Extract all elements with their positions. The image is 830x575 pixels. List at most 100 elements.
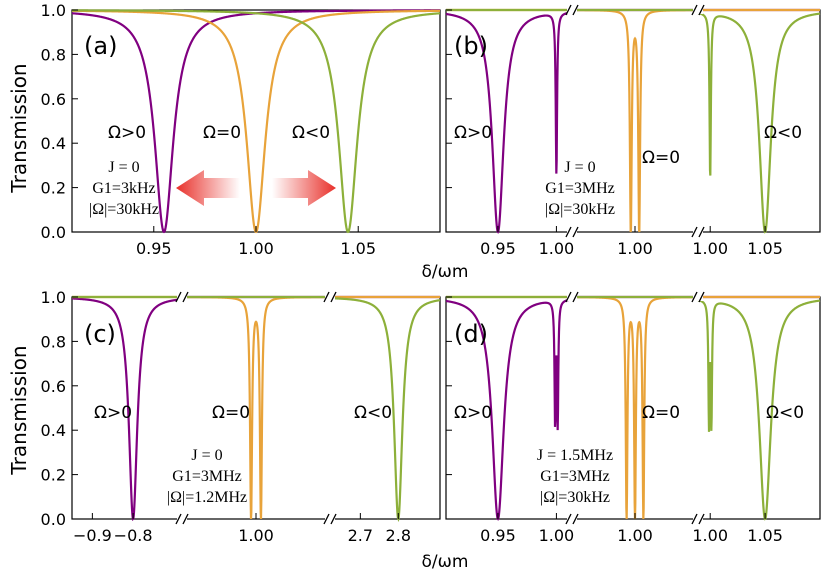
axis-breaks [175,4,705,525]
panel-c-ytick-label: 0.0 [41,510,66,529]
axis-break-mark [691,513,698,525]
panel-d-xtick-label: 1.00 [617,526,653,545]
panel-b-param-omega: |Ω|=30kHz [545,201,615,218]
panel-c-xtick-label: −0.8 [114,526,153,545]
axis-break-mark [330,513,337,525]
panel-a-xtick-label: 1.00 [238,239,274,258]
y-axis-title-top: Transmission [7,63,31,193]
axis-ticks: 0.95 1.00 1.05 0.95 1.00 1.00 1.00 1.050.95 1.00… [41,1,783,545]
panel-b-param-j: J = 0 [564,159,595,176]
panel-b-xtick-label: 1.00 [617,239,653,258]
panel-b-xtick-label: 1.00 [692,239,728,258]
panel-c-seg2-series-2 [329,297,441,523]
panel-a-omega-zero: Ω=0 [203,123,241,143]
axis-break-mark [572,4,579,16]
y-axis-title-bottom: Transmission [7,345,31,475]
panel-a-series-1 [72,9,440,234]
panel-c-label: (c) [84,320,116,348]
panel-a-xtick-label: 1.05 [340,239,376,258]
panel-d-xtick-label: 1.00 [539,526,575,545]
axis-break-gap [567,6,577,14]
right-arrow [272,170,336,206]
axis-break-gap [177,515,187,523]
panel-c-omega-neg: Ω<0 [354,403,392,423]
panel-b-omega-neg: Ω<0 [764,123,802,143]
panel-c-xtick-label: 1.00 [238,526,274,545]
left-arrow [176,170,240,206]
panel-d-omega-zero: Ω=0 [642,403,680,423]
panel-c-xtick-label: 2.7 [348,526,373,545]
panel-a-ytick-label: 1.0 [41,1,66,20]
panel-d-seg2-series-2 [697,299,821,521]
axis-break-mark [698,513,705,525]
axis-break-mark [565,291,572,303]
panel-d-param-omega: |Ω|=30kHz [540,489,610,506]
axis-break-gap [693,228,703,236]
panel-a-ytick-label: 0.8 [41,45,66,64]
panel-c-curves [71,295,441,523]
axis-break-mark [698,226,705,238]
x-axis-title-bottom: δ/ωm [422,552,469,572]
axis-break-mark [572,513,579,525]
panel-c-ytick-label: 0.8 [41,332,66,351]
panel-c-xtick-label: 2.8 [386,526,411,545]
panel-b-omega-pos: Ω>0 [454,123,492,143]
panel-a-frame [71,9,441,233]
axis-break-mark [330,291,337,303]
panel-c: (c) Ω>0 Ω=0 Ω<0 J = 0 G1=3MHz |Ω|=1.2MHz [71,295,441,523]
panel-c-ytick-label: 0.6 [41,377,66,396]
axis-break-mark [323,513,330,525]
panel-c-param-g: G1=3MHz [172,468,241,485]
panel-b-xtick-label: 0.95 [480,239,516,258]
axis-break-gap [325,515,335,523]
axis-break-mark [182,291,189,303]
axis-break-mark [182,513,189,525]
axis-break-gap [567,228,577,236]
panel-b-xtick-label: 1.05 [747,239,783,258]
axis-break-gap [693,6,703,14]
axis-break-mark [691,226,698,238]
panel-d: (d) Ω>0 Ω=0 Ω<0 J = 1.5MHz G1=3MHz |Ω|=3… [445,295,821,521]
panel-c-param-j: J = 0 [191,447,222,464]
axis-break-mark [691,4,698,16]
panel-a-param-g: G1=3kHz [92,180,155,197]
panel-a: (a) Ω>0 Ω=0 Ω<0 J = 0 G1=3kHz |Ω|=30kHz [71,9,441,234]
panel-d-param-g: G1=3MHz [540,468,609,485]
panel-c-ytick-label: 0.2 [41,466,66,485]
panel-a-curves [71,9,441,234]
panel-c-seg0-series-0 [71,297,183,522]
panel-b: (b) Ω>0 Ω=0 Ω<0 J = 0 G1=3MHz |Ω|=30kHz [445,8,821,234]
panel-d-param-j: J = 1.5MHz [537,447,613,464]
axis-break-mark [565,226,572,238]
panel-a-param-omega: |Ω|=30kHz [89,201,159,218]
panel-c-seg1-series-1 [182,296,330,520]
panel-d-omega-neg: Ω<0 [766,403,804,423]
panel-a-xtick-label: 0.95 [136,239,172,258]
panel-b-param-g: G1=3MHz [545,180,614,197]
panel-b-seg2-series-2 [697,12,821,234]
axis-break-mark [323,291,330,303]
panel-c-xtick-label: −0.9 [73,526,112,545]
axis-break-mark [565,513,572,525]
axis-break-mark [691,291,698,303]
axis-break-mark [698,4,705,16]
axis-break-mark [175,513,182,525]
panel-b-omega-zero: Ω=0 [642,148,680,168]
panel-b-curves [445,8,821,234]
axis-break-mark [175,291,182,303]
panel-a-series-2 [72,9,441,234]
panel-c-omega-pos: Ω>0 [94,403,132,423]
axis-break-mark [565,4,572,16]
panel-d-curves [445,295,821,521]
panel-a-ytick-label: 0.4 [41,134,66,153]
panel-c-param-omega: |Ω|=1.2MHz [167,489,247,506]
axis-break-gap [325,293,335,301]
panel-b-label: (b) [454,32,488,60]
panel-d-xtick-label: 0.95 [480,526,516,545]
x-axis-title-top: δ/ωm [422,262,469,282]
panel-c-ytick-label: 0.4 [41,421,66,440]
axis-break-gap [567,293,577,301]
panel-a-label: (a) [84,32,117,60]
axis-break-gap [567,515,577,523]
panel-b-xtick-label: 1.00 [539,239,575,258]
